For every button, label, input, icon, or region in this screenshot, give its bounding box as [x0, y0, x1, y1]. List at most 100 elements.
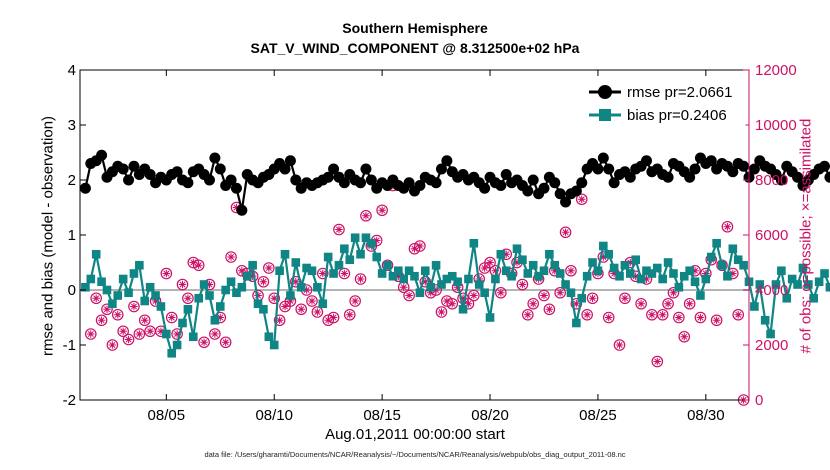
obs-assimilated-marker [162, 269, 171, 278]
obs-possible-marker [662, 297, 674, 310]
obs-possible-marker [602, 311, 615, 324]
rmse-point [171, 166, 183, 178]
obs-assimilated-marker [108, 341, 117, 349]
obs-assimilated-marker [653, 357, 662, 366]
bias-point [572, 318, 581, 328]
bias-point [410, 271, 419, 281]
rmse-point [576, 177, 588, 189]
bias-point [561, 280, 570, 289]
bias-point [469, 238, 479, 248]
bias-point [555, 269, 565, 278]
obs-assimilated-marker [712, 316, 721, 325]
obs-possible-marker [316, 267, 329, 280]
bias-point [539, 266, 549, 276]
obs-possible-marker [683, 297, 696, 310]
bias-point [377, 269, 387, 278]
obs-possible-marker [495, 286, 507, 299]
bias-point [340, 244, 349, 254]
obs-possible-marker [138, 314, 151, 327]
obs-possible-marker [468, 289, 480, 302]
bias-point [647, 269, 657, 278]
bias-point [593, 266, 603, 276]
obs-assimilated-marker [297, 305, 306, 314]
obs-possible-marker [122, 333, 135, 346]
rmse-point [328, 163, 340, 175]
obs-possible-marker [165, 311, 178, 324]
rmse-point [640, 155, 652, 167]
bias-point [356, 249, 365, 259]
y-right-tick-label: 8000 [755, 172, 788, 189]
bias-point [636, 274, 646, 284]
rmse-point [549, 177, 561, 189]
rmse-point [684, 171, 696, 183]
obs-assimilated-marker [216, 313, 225, 322]
bias-point [679, 271, 689, 281]
obs-assimilated-marker [583, 310, 591, 319]
rmse-point [608, 177, 620, 189]
obs-possible-marker [581, 308, 593, 321]
observation-count-markers [84, 179, 750, 406]
bias-point [787, 274, 797, 284]
bias-point [696, 291, 705, 300]
bias-point [156, 302, 166, 311]
obs-assimilated-marker [437, 308, 446, 316]
legend-box [584, 76, 746, 128]
rmse-point [236, 204, 248, 216]
bias-point [717, 260, 727, 270]
bias-point [102, 285, 112, 295]
obs-assimilated-marker [140, 316, 149, 325]
obs-assimilated-marker [529, 299, 537, 308]
obs-assimilated-marker [399, 283, 408, 292]
bias-point [458, 304, 468, 314]
x-axis-label: Aug.01,2011 00:00:00 start [325, 426, 505, 443]
obs-assimilated-marker [637, 299, 645, 308]
obs-assimilated-marker [227, 253, 235, 261]
obs-assimilated-marker [513, 258, 521, 267]
obs-assimilated-marker [313, 308, 322, 316]
bias-point [91, 249, 101, 259]
obs-assimilated-marker [302, 286, 311, 294]
bias-point [615, 271, 624, 281]
bias-point [383, 260, 392, 270]
bias-point [658, 274, 667, 284]
bias-point [442, 274, 452, 284]
bias-point [307, 266, 317, 276]
bias-point [550, 260, 560, 270]
obs-assimilated-marker [173, 330, 181, 338]
obs-assimilated-marker [221, 338, 230, 347]
bias-point [237, 282, 247, 292]
obs-possible-marker [295, 303, 308, 316]
obs-possible-marker [171, 328, 183, 340]
bias-point [172, 340, 182, 350]
y-left-tick-label: 1 [68, 227, 76, 244]
obs-assimilated-marker [248, 272, 257, 281]
chart-title: Southern Hemisphere [342, 20, 488, 36]
bias-point [367, 238, 376, 248]
bias-point [350, 233, 360, 243]
rmse-point [203, 174, 215, 186]
rmse-point [214, 163, 226, 175]
bias-point [798, 263, 808, 273]
obs-assimilated-marker [345, 310, 354, 319]
bias-point [280, 249, 290, 259]
bias-point [394, 266, 403, 276]
rmse-point [624, 171, 636, 183]
legend-bias-marker [599, 109, 611, 121]
bias-point [669, 269, 678, 278]
bias-point [755, 280, 765, 289]
obs-possible-marker [732, 308, 745, 321]
rmse-point [403, 177, 415, 189]
bias-point [599, 241, 608, 251]
bias-point [528, 260, 538, 270]
obs-assimilated-marker [329, 313, 338, 322]
obs-possible-marker [694, 311, 707, 324]
obs-assimilated-marker [480, 264, 489, 272]
obs-possible-marker [95, 314, 108, 327]
bias-point [825, 282, 830, 292]
obs-possible-marker [376, 204, 388, 217]
obs-possible-marker [160, 267, 173, 280]
rmse-point [527, 174, 539, 186]
y-left-tick-label: 2 [68, 172, 76, 189]
rmse-point [225, 174, 237, 186]
